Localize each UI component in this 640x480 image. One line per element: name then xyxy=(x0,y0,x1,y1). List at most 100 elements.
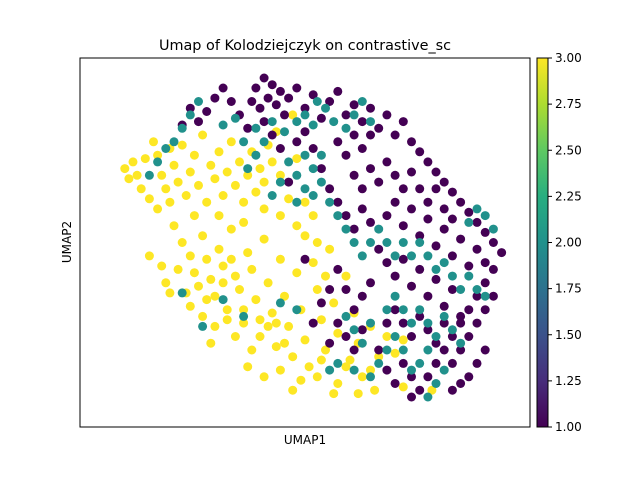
scatter-point xyxy=(472,318,482,328)
scatter-point xyxy=(308,90,318,100)
scatter-point xyxy=(366,238,375,247)
scatter-point xyxy=(333,318,343,328)
scatter-point xyxy=(447,214,457,224)
scatter-point xyxy=(333,358,343,368)
scatter-point xyxy=(271,318,281,328)
scatter-point xyxy=(120,164,130,174)
scatter-point xyxy=(407,372,416,382)
scatter-point xyxy=(472,204,482,214)
scatter-point xyxy=(431,241,441,251)
scatter-point xyxy=(480,278,490,288)
colorbar-tick-label: 2.50 xyxy=(555,143,582,157)
scatter-point xyxy=(153,157,163,167)
scatter-point xyxy=(398,184,408,194)
scatter-point xyxy=(161,144,171,153)
scatter-point xyxy=(390,379,400,388)
scatter-point xyxy=(431,264,441,274)
scatter-point xyxy=(194,180,203,190)
scatter-point xyxy=(398,335,408,345)
scatter-point xyxy=(423,251,433,261)
scatter-point xyxy=(480,305,490,315)
scatter-point xyxy=(169,221,179,231)
colorbar: 1.00 1.25 1.50 1.75 2.00 2.25 2.50 2.75 3.00 xyxy=(536,51,582,434)
scatter-point xyxy=(247,264,257,274)
scatter-point xyxy=(255,332,265,341)
scatter-point xyxy=(341,110,351,120)
scatter-point xyxy=(239,318,249,328)
scatter-point xyxy=(284,194,294,204)
scatter-point xyxy=(464,305,474,315)
scatter-point xyxy=(382,211,392,221)
scatter-point xyxy=(329,298,339,308)
scatter-point xyxy=(218,278,228,288)
scatter-point xyxy=(447,332,457,341)
scatter-point xyxy=(251,295,261,305)
scatter-point xyxy=(382,365,392,375)
scatter-point xyxy=(472,285,482,294)
scatter-point xyxy=(271,100,281,110)
scatter-point xyxy=(480,211,490,221)
scatter-point xyxy=(173,177,183,187)
scatter-point xyxy=(288,110,298,120)
scatter-point xyxy=(259,234,269,244)
scatter-point xyxy=(382,332,392,341)
scatter-point xyxy=(165,197,175,207)
scatter-point xyxy=(312,372,322,382)
scatter-point xyxy=(292,137,302,147)
scatter-point xyxy=(349,224,359,234)
scatter-point xyxy=(300,103,310,113)
scatter-point xyxy=(202,197,212,207)
scatter-point xyxy=(292,83,302,93)
scatter-point xyxy=(374,123,384,133)
scatter-point xyxy=(218,261,228,271)
scatter-point xyxy=(284,321,294,331)
scatter-point xyxy=(456,338,466,348)
scatter-point xyxy=(431,358,441,368)
scatter-point xyxy=(181,191,191,200)
scatter-point xyxy=(407,281,416,291)
scatter-point xyxy=(447,285,457,294)
scatter-point xyxy=(423,392,433,402)
scatter-point xyxy=(398,117,408,127)
scatter-point xyxy=(366,117,375,127)
scatter-point xyxy=(280,110,289,120)
scatter-point xyxy=(300,184,310,194)
scatter-point xyxy=(206,274,216,284)
scatter-point xyxy=(439,224,449,234)
scatter-point xyxy=(312,238,322,247)
scatter-point xyxy=(398,305,408,315)
scatter-point xyxy=(333,137,343,147)
scatter-point xyxy=(480,227,490,237)
scatter-point xyxy=(341,123,351,133)
scatter-point xyxy=(431,274,441,284)
scatter-point xyxy=(374,358,384,368)
scatter-point xyxy=(431,167,441,177)
colorbar-tick-label: 3.00 xyxy=(555,51,582,65)
scatter-point xyxy=(304,362,314,372)
scatter-point xyxy=(316,177,326,187)
scatter-point xyxy=(198,130,208,140)
scatter-point xyxy=(341,332,351,341)
scatter-point xyxy=(447,358,457,368)
scatter-point xyxy=(251,187,261,197)
scatter-point xyxy=(366,372,375,382)
scatter-point xyxy=(472,217,482,227)
scatter-point xyxy=(321,103,330,113)
scatter-point xyxy=(239,197,249,207)
scatter-point xyxy=(263,321,273,331)
scatter-point xyxy=(288,352,298,362)
scatter-point xyxy=(390,130,400,140)
scatter-point xyxy=(464,207,474,217)
scatter-point xyxy=(185,251,195,261)
scatter-point xyxy=(415,238,425,247)
scatter-point xyxy=(185,110,195,120)
scatter-point xyxy=(194,97,203,106)
colorbar-tick-label: 2.75 xyxy=(555,97,582,111)
colorbar-ticks: 1.00 1.25 1.50 1.75 2.00 2.25 2.50 2.75 3.00 xyxy=(548,51,582,434)
scatter-point xyxy=(398,238,408,247)
scatter-point xyxy=(382,238,392,247)
scatter-point xyxy=(398,221,408,231)
scatter-point xyxy=(321,345,330,355)
scatter-point xyxy=(259,204,269,214)
scatter-point xyxy=(382,157,392,167)
